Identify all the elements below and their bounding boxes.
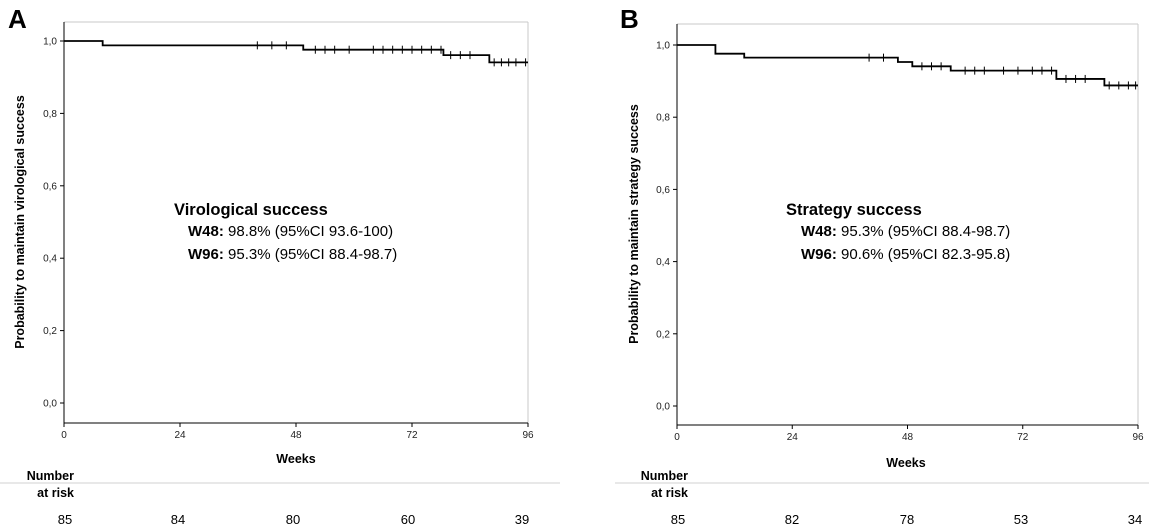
panel-b-annotation-line-w48: W48: 95.3% (95%CI 88.4-98.7) xyxy=(801,223,1010,240)
panel-b-w48-key: W48: xyxy=(801,223,837,240)
panel-a-x-tick-label: 72 xyxy=(406,430,418,441)
panel-b-censor-marks xyxy=(868,53,1137,90)
panel-a-w96-key: W96: xyxy=(188,246,224,263)
panel-a-annotation: Virological success W48: 98.8% (95%CI 93… xyxy=(174,201,397,263)
panel-a-annotation-line-w48: W48: 98.8% (95%CI 93.6-100) xyxy=(188,223,393,240)
panel-b-x-axis-title: Weeks xyxy=(886,456,925,470)
panel-b-x-tick-label: 96 xyxy=(1132,432,1144,443)
panel-b-x-tick-label: 72 xyxy=(1017,432,1029,443)
panel-a-risk-value: 60 xyxy=(401,512,415,527)
panel-a-y-tick-label: 1,0 xyxy=(43,37,57,48)
panel-b-survival-curve xyxy=(677,44,1138,87)
panel-b-y-tick-label: 0,0 xyxy=(656,402,670,413)
panel-a-y-tick-label: 0,4 xyxy=(43,254,57,265)
panel-a-x-tick-label: 96 xyxy=(522,430,534,441)
panel-a-y-tick-label: 0,2 xyxy=(43,326,57,337)
panel-a-y-ticks: 0,0 0,2 0,4 0,6 0,8 1,0 xyxy=(43,37,64,410)
panel-a-w48-key: W48: xyxy=(188,223,224,240)
panel-a-x-tick-label: 0 xyxy=(61,430,67,441)
panel-a-y-tick-label: 0,0 xyxy=(43,399,57,410)
panel-b-y-tick-label: 0,4 xyxy=(656,257,670,268)
panel-b-risk-value: 78 xyxy=(900,512,914,527)
panel-a-annotation-title: Virological success xyxy=(174,201,328,219)
panel-a-risk-value: 84 xyxy=(171,512,185,527)
panel-b-y-tick-label: 0,6 xyxy=(656,185,670,196)
panel-b-x-ticks: 0 24 48 72 96 xyxy=(674,425,1144,443)
panel-b-y-tick-label: 1,0 xyxy=(656,41,670,52)
panel-b-y-tick-label: 0,8 xyxy=(656,113,670,124)
panel-a: A 0,0 0,2 0,4 0,6 0,8 1,0 0 24 48 72 96 Weeks Pro… xyxy=(0,4,560,527)
panel-b: B 0,0 0,2 0,4 0,6 0,8 1,0 0 24 48 72 96 Weeks Pro… xyxy=(615,4,1149,527)
panel-b-annotation-line-w96: W96: 90.6% (95%CI 82.3-95.8) xyxy=(801,246,1010,263)
panel-b-w96-key: W96: xyxy=(801,246,837,263)
panel-a-label: A xyxy=(8,4,27,34)
panel-b-y-ticks: 0,0 0,2 0,4 0,6 0,8 1,0 xyxy=(656,41,677,413)
panel-b-x-tick-label: 0 xyxy=(674,432,680,443)
panel-a-x-axis-title: Weeks xyxy=(276,452,315,466)
panel-b-y-axis-title: Probability to maintain strategy success xyxy=(627,104,641,344)
panel-b-label: B xyxy=(620,4,639,34)
panel-a-survival-curve xyxy=(64,40,528,64)
panel-b-risk-table: Number at risk 85 82 78 53 34 xyxy=(615,469,1149,527)
panel-a-x-ticks: 0 24 48 72 96 xyxy=(61,423,534,441)
panel-a-annotation-line-w96: W96: 95.3% (95%CI 88.4-98.7) xyxy=(188,246,397,263)
panel-b-w48-value: 95.3% (95%CI 88.4-98.7) xyxy=(837,223,1010,240)
panel-b-risk-title-line2: at risk xyxy=(651,486,688,500)
panel-a-risk-value: 80 xyxy=(286,512,300,527)
panel-a-y-tick-label: 0,8 xyxy=(43,109,57,120)
panel-b-risk-value: 85 xyxy=(671,512,685,527)
panel-a-w96-value: 95.3% (95%CI 88.4-98.7) xyxy=(224,246,397,263)
panel-a-risk-value: 85 xyxy=(58,512,72,527)
panel-a-risk-title-line1: Number xyxy=(27,469,74,483)
panel-b-annotation: Strategy success W48: 95.3% (95%CI 88.4-… xyxy=(786,201,1010,263)
panel-a-risk-table: Number at risk 85 84 80 60 39 xyxy=(0,469,560,527)
panel-a-y-axis-title: Probability to maintain virological succ… xyxy=(13,95,27,349)
panel-b-x-tick-label: 48 xyxy=(902,432,914,443)
panel-b-x-tick-label: 24 xyxy=(787,432,799,443)
panel-b-annotation-title: Strategy success xyxy=(786,201,922,219)
panel-a-w48-value: 98.8% (95%CI 93.6-100) xyxy=(224,223,393,240)
panel-a-risk-value: 39 xyxy=(515,512,529,527)
panel-a-x-tick-label: 48 xyxy=(290,430,302,441)
panel-a-y-tick-label: 0,6 xyxy=(43,181,57,192)
panel-a-x-tick-label: 24 xyxy=(174,430,186,441)
panel-b-y-tick-label: 0,2 xyxy=(656,329,670,340)
panel-b-risk-title-line1: Number xyxy=(641,469,688,483)
panel-a-censor-marks xyxy=(256,41,527,67)
panel-b-risk-value: 53 xyxy=(1014,512,1028,527)
panel-b-risk-value: 34 xyxy=(1128,512,1142,527)
panel-b-w96-value: 90.6% (95%CI 82.3-95.8) xyxy=(837,246,1010,263)
panel-a-risk-title-line2: at risk xyxy=(37,486,74,500)
panel-b-risk-value: 82 xyxy=(785,512,799,527)
